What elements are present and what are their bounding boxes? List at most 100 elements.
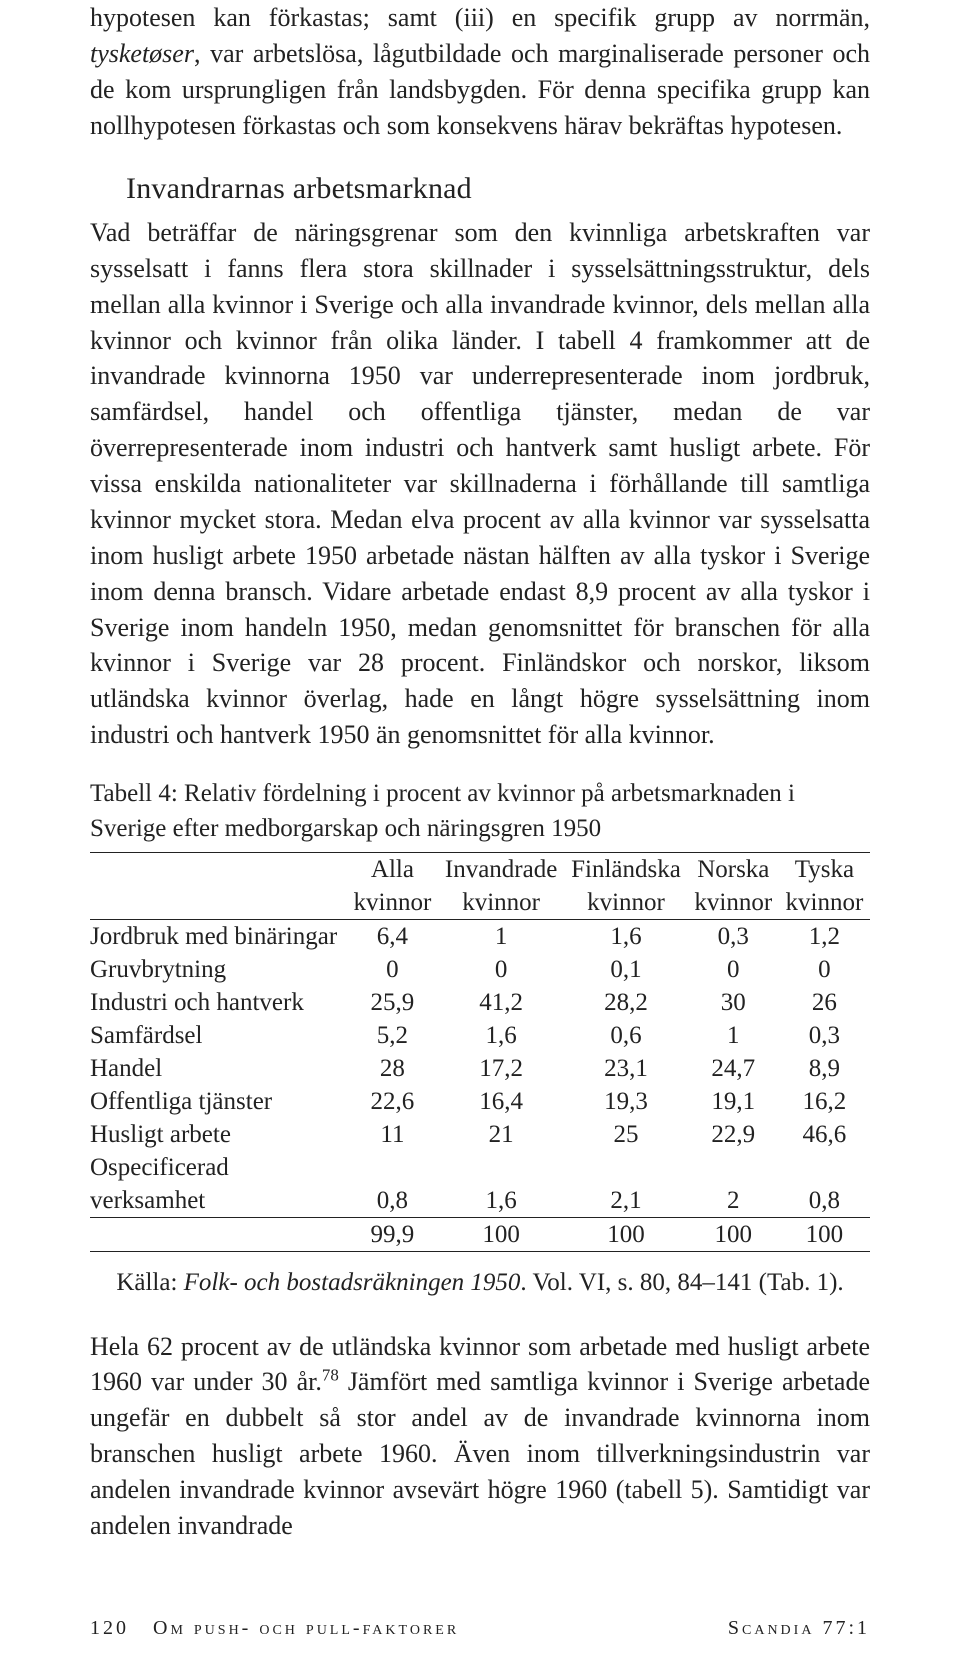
cell: 100 [564,1218,688,1252]
row-label: Husligt arbete [90,1118,347,1151]
page: hypotesen kan förkastas; samt (iii) en s… [0,0,960,1677]
cell: 8,9 [779,1052,870,1085]
cell: 22,6 [347,1085,438,1118]
cell: 0,8 [779,1184,870,1218]
th: kvinnor [564,886,688,920]
cell: 0,1 [564,953,688,986]
footer-page-number: 120 [90,1617,129,1639]
th: Alla [347,853,438,887]
table-row: Offentliga tjänster22,616,419,319,116,2 [90,1085,870,1118]
cell: 100 [438,1218,564,1252]
cell: 0 [438,953,564,986]
table-4: Alla Invandrade Finländska Norska Tyska … [90,852,870,1252]
th-blank [90,853,347,887]
cell: 1 [438,920,564,954]
cell: 1,6 [564,920,688,954]
source-italic: Folk- och bostadsräkningen 1950 [184,1269,521,1296]
th: kvinnor [347,886,438,920]
cell: 11 [347,1118,438,1151]
cell [779,1151,870,1184]
paragraph-1: hypotesen kan förkastas; samt (iii) en s… [90,0,870,144]
table-header-row-2: kvinnor kvinnor kvinnor kvinnor kvinnor [90,886,870,920]
cell: 2 [688,1184,779,1218]
cell: 0,8 [347,1184,438,1218]
row-label: Handel [90,1052,347,1085]
table-header-row-1: Alla Invandrade Finländska Norska Tyska [90,853,870,887]
row-label [90,1218,347,1252]
th: Finländska [564,853,688,887]
paragraph-3: Hela 62 procent av de utländska kvinnor … [90,1329,870,1544]
cell: 16,4 [438,1085,564,1118]
paragraph-2: Vad beträffar de näringsgrenar som den k… [90,215,870,753]
row-label: verksamhet [90,1184,347,1218]
section-heading: Invandrarnas arbetsmarknad [126,168,870,209]
footer-right: Scandia 77:1 [728,1615,870,1643]
cell: 5,2 [347,1019,438,1052]
cell: 0,3 [688,920,779,954]
cell: 99,9 [347,1218,438,1252]
table-source: Källa: Folk- och bostadsräkningen 1950. … [90,1266,870,1301]
cell: 46,6 [779,1118,870,1151]
cell: 2,1 [564,1184,688,1218]
row-label: Industri och hantverk [90,986,347,1019]
source-prefix: Källa: [116,1269,183,1296]
table-row: Gruvbrytning000,100 [90,953,870,986]
table-row: Samfärdsel5,21,60,610,3 [90,1019,870,1052]
cell: 0,6 [564,1019,688,1052]
cell: 24,7 [688,1052,779,1085]
table-row: Handel2817,223,124,78,9 [90,1052,870,1085]
p1-trailing: , var arbetslösa, lågutbildade och margi… [90,39,870,140]
th-blank [90,886,347,920]
row-label: Gruvbrytning [90,953,347,986]
cell: 1,2 [779,920,870,954]
cell: 30 [688,986,779,1019]
cell: 100 [779,1218,870,1252]
cell: 22,9 [688,1118,779,1151]
row-label: Offentliga tjänster [90,1085,347,1118]
cell: 0,3 [779,1019,870,1052]
cell: 6,4 [347,920,438,954]
table-row: Industri och hantverk25,941,228,23026 [90,986,870,1019]
cell: 17,2 [438,1052,564,1085]
cell: 19,3 [564,1085,688,1118]
footnote-ref: 78 [322,1366,339,1385]
cell: 0 [688,953,779,986]
cell: 1,6 [438,1184,564,1218]
th: Invandrade [438,853,564,887]
th: Norska [688,853,779,887]
p1-italic: tysketøser [90,39,194,68]
footer-title: Om push- och pull-faktorer [153,1617,459,1639]
table-row: verksamhet0,81,62,120,8 [90,1184,870,1218]
cell: 0 [347,953,438,986]
cell [688,1151,779,1184]
cell [438,1151,564,1184]
cell: 25,9 [347,986,438,1019]
row-label: Ospecificerad [90,1151,347,1184]
cell: 0 [779,953,870,986]
th: kvinnor [688,886,779,920]
cell [347,1151,438,1184]
th: kvinnor [438,886,564,920]
table-body: Jordbruk med binäringar6,411,60,31,2Gruv… [90,920,870,1252]
page-footer: 120 Om push- och pull-faktorer Scandia 7… [90,1615,870,1643]
cell: 41,2 [438,986,564,1019]
table-caption: Tabell 4: Relativ fördelning i procent a… [90,777,870,846]
th: kvinnor [779,886,870,920]
table-total-row: 99,9100100100100 [90,1218,870,1252]
cell: 16,2 [779,1085,870,1118]
cell [564,1151,688,1184]
row-label: Jordbruk med binäringar [90,920,347,954]
cell: 23,1 [564,1052,688,1085]
cell: 1 [688,1019,779,1052]
table-row: Husligt arbete11212522,946,6 [90,1118,870,1151]
p1-leading: hypotesen kan förkastas; samt (iii) en s… [90,3,870,32]
source-suffix: . Vol. VI, s. 80, 84–141 (Tab. 1). [520,1269,843,1296]
cell: 25 [564,1118,688,1151]
cell: 1,6 [438,1019,564,1052]
cell: 21 [438,1118,564,1151]
cell: 28 [347,1052,438,1085]
table-row: Jordbruk med binäringar6,411,60,31,2 [90,920,870,954]
row-label: Samfärdsel [90,1019,347,1052]
cell: 19,1 [688,1085,779,1118]
th: Tyska [779,853,870,887]
